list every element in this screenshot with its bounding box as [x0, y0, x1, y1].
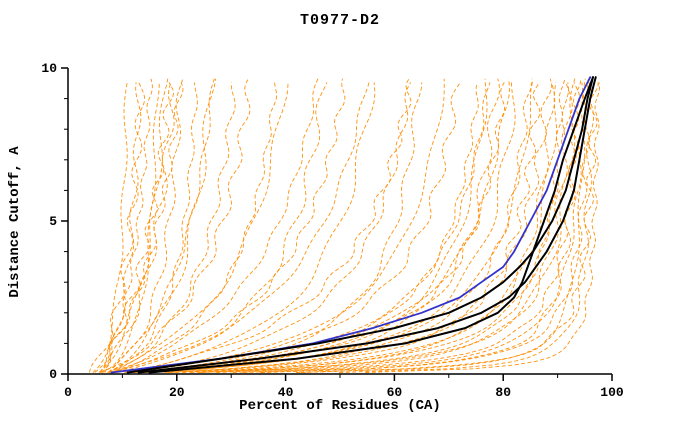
background-model-curve [124, 82, 376, 373]
background-model-curve [94, 82, 184, 373]
background-model-curve [112, 82, 277, 373]
background-model-curve [182, 82, 569, 373]
background-model-curve [98, 78, 169, 373]
background-model-curve [109, 78, 319, 373]
background-model-curve [116, 82, 328, 373]
tick-label: 60 [387, 385, 403, 400]
background-model-curve [132, 82, 461, 373]
background-model-curve [295, 82, 599, 373]
background-model-curve [107, 82, 289, 373]
background-model-curve [232, 78, 581, 373]
tick-label: 0 [64, 385, 72, 400]
chart-title: T0977-D2 [299, 12, 380, 29]
best-model-black-1-curve [137, 76, 597, 374]
x-axis-label: Percent of Residues (CA) [239, 398, 441, 414]
tick-label: 5 [49, 214, 57, 229]
background-model-curve [175, 82, 558, 373]
tick-label: 10 [41, 61, 57, 76]
tick-label: 40 [278, 385, 294, 400]
tick-label: 80 [495, 385, 511, 400]
background-model-curve [365, 82, 601, 373]
background-model-curve [136, 82, 491, 373]
background-model-curve [153, 82, 516, 373]
background-model-curve [146, 82, 479, 373]
best-model-black-2-curve [126, 76, 594, 374]
background-model-curve [151, 82, 532, 373]
background-model-curve [110, 78, 346, 373]
background-model-curve [102, 82, 160, 373]
background-model-curve [129, 82, 411, 373]
best-model-black-3-curve [148, 76, 594, 374]
background-model-curve [339, 78, 594, 373]
background-model-curve [92, 82, 128, 373]
background-model-curve [107, 78, 184, 373]
background-model-curve [108, 82, 198, 373]
background-model-curve [260, 82, 581, 373]
tick-label: 100 [600, 385, 624, 400]
background-model-curve [243, 82, 586, 373]
background-model-curve [164, 78, 553, 373]
background-model-curve [99, 78, 251, 373]
background-model-curve [145, 82, 506, 373]
background-model-curve [147, 78, 500, 373]
tick-label: 20 [169, 385, 185, 400]
tick-label: 0 [49, 367, 57, 382]
background-model-curve [99, 82, 142, 373]
background-model-curve [139, 82, 423, 373]
background-model-curve [125, 78, 445, 373]
background-model-curve [125, 78, 412, 373]
reference-model-blue-curve [110, 76, 592, 374]
background-model-curve [261, 82, 593, 373]
background-model-curve [133, 78, 510, 373]
y-axis-label: Distance Cutoff, A [7, 146, 23, 298]
background-model-curve [111, 82, 236, 373]
background-model-curve [108, 78, 215, 373]
background-model-curve [101, 82, 174, 373]
background-model-curve [150, 78, 488, 373]
background-model-curve [169, 78, 533, 373]
background-model-curve [216, 82, 573, 373]
background-model-curve [99, 78, 153, 373]
